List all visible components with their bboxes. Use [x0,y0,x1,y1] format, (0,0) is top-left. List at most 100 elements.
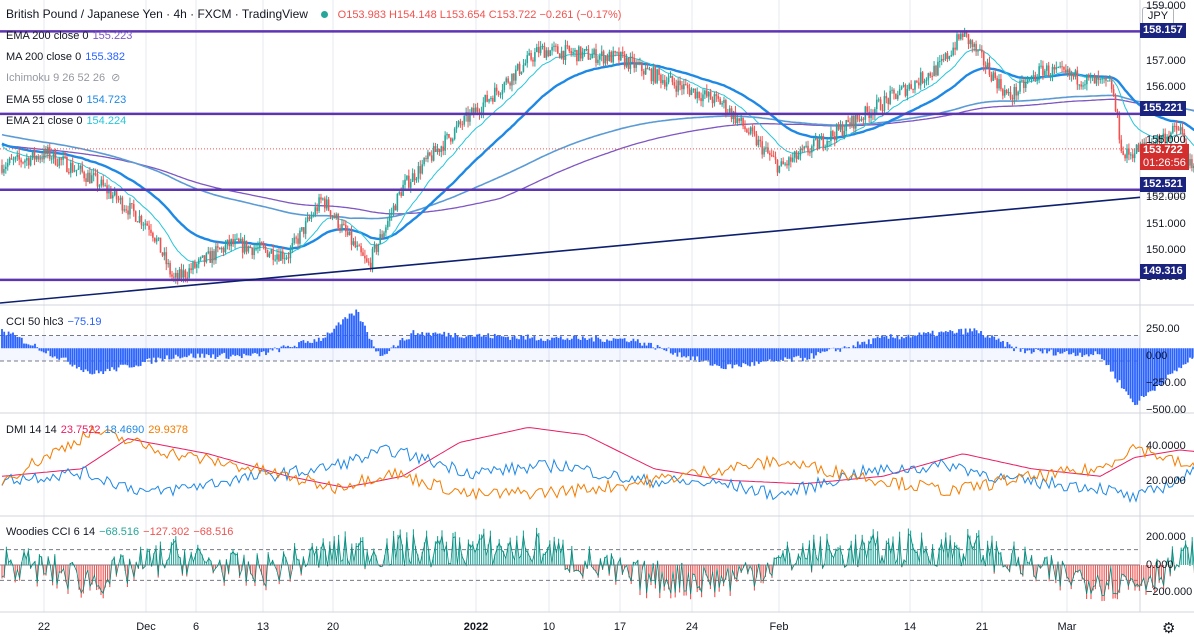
candle-body [430,155,433,161]
level-tag[interactable]: 155.221 [1140,101,1186,116]
candle [1009,86,1012,100]
ma200-line [1,94,1194,220]
candle-body [68,171,70,174]
candle [639,57,641,66]
candle [10,153,13,160]
hidden-eye-icon[interactable]: ⊘ [111,72,121,84]
candle [994,69,996,80]
bar-countdown: 01:26:56 [1143,157,1186,169]
candle-body [1118,114,1121,140]
cci-bar [144,348,146,363]
candle-body [633,58,636,68]
candle [215,242,217,264]
candle-body [232,239,234,245]
cci-bar [229,348,232,357]
candle [518,61,521,77]
symbol-header[interactable]: British Pound / Japanese Yen · 4h · FXCM… [6,7,621,21]
candle-body [293,237,296,243]
candle [648,66,651,71]
candle-body [18,154,20,160]
horizontal-levels[interactable] [0,30,1141,304]
legend-ema55[interactable]: EMA 55 close 0 154.723 [6,93,126,107]
cci-bar [768,348,771,360]
level-tag[interactable]: 149.316 [1140,264,1186,279]
cci-bar [551,337,553,349]
legend-label: EMA 21 close 0 [6,115,83,127]
candle [1105,75,1107,87]
candle [1135,144,1138,155]
time-axis-label: 10 [542,621,556,633]
candle-body [29,157,32,166]
legend-ema200[interactable]: EMA 200 close 0 155.223 [6,29,132,43]
candle-body [348,231,351,235]
legend-ema21[interactable]: EMA 21 close 0 154.224 [6,114,126,128]
cci-bar [696,348,699,357]
candle [121,195,124,214]
cci-bar [432,332,435,349]
cci-bar [515,338,518,349]
legend-dmi[interactable]: DMI 14 14 23.7522 18.4690 29.9378 [6,423,188,437]
candle [971,39,974,53]
legend-value: −127.302 [143,526,190,538]
candle-body [113,189,116,196]
cci-bar [27,344,30,349]
candle-body [1019,80,1021,92]
candle-body [616,52,618,54]
candle [197,257,200,269]
cci-bar [542,340,545,349]
candle [597,55,599,66]
cci-bar [1094,348,1097,352]
candle [761,136,763,159]
candle [398,190,401,196]
candle [453,127,456,141]
candle [709,88,712,100]
cci-bar [557,338,560,349]
current-price-tag[interactable]: 153.722 01:26:56 [1140,144,1189,170]
candle [608,49,611,62]
level-tag[interactable]: 158.157 [1140,23,1186,38]
legend-ichimoku[interactable]: Ichimoku 9 26 52 26 ⊘ [6,71,120,85]
cci-bar [751,348,754,363]
cci-bar [801,348,804,362]
cci-bar [1140,348,1143,397]
cci-bar [865,344,868,349]
cci-bar [18,337,21,349]
cci-bar [590,337,593,349]
cci-bar [60,348,63,358]
dmi-minus-line [1,424,1194,501]
cci-bar [958,329,960,349]
time-axis-label: 6 [192,621,200,633]
candle [1189,153,1191,169]
candle-body [471,107,473,113]
level-tag[interactable]: 152.521 [1140,177,1186,192]
legend-woodies[interactable]: Woodies CCI 6 14 −68.516 −127.302 −68.516 [6,525,233,539]
cci-bar [925,333,927,349]
cci-bar [1120,348,1123,389]
candle-body [343,223,345,225]
candle-body [169,262,171,275]
candle-body [971,40,974,47]
candle [438,148,441,156]
candle-body [446,134,448,136]
candle [958,33,960,41]
candle-body [171,274,173,277]
currency-button[interactable]: JPY [1142,7,1174,25]
cci-bar [793,348,795,358]
legend-ma200[interactable]: MA 200 close 0 155.382 [6,50,125,64]
candle-body [270,249,273,254]
candle [469,109,471,126]
cci-bar [416,333,419,349]
legend-value: 154.224 [86,115,127,127]
candle [845,119,848,136]
cci-bar [361,322,364,349]
settings-gear-icon[interactable]: ⚙ [1162,620,1176,637]
candle-body [276,254,278,260]
candle [1002,87,1004,100]
cci-bar [100,348,102,372]
legend-cci[interactable]: CCI 50 hlc3 −75.19 [6,315,101,329]
candle-body [1024,81,1027,89]
candle [688,83,691,97]
cci-bar [102,348,105,375]
cci-bar [36,347,39,349]
